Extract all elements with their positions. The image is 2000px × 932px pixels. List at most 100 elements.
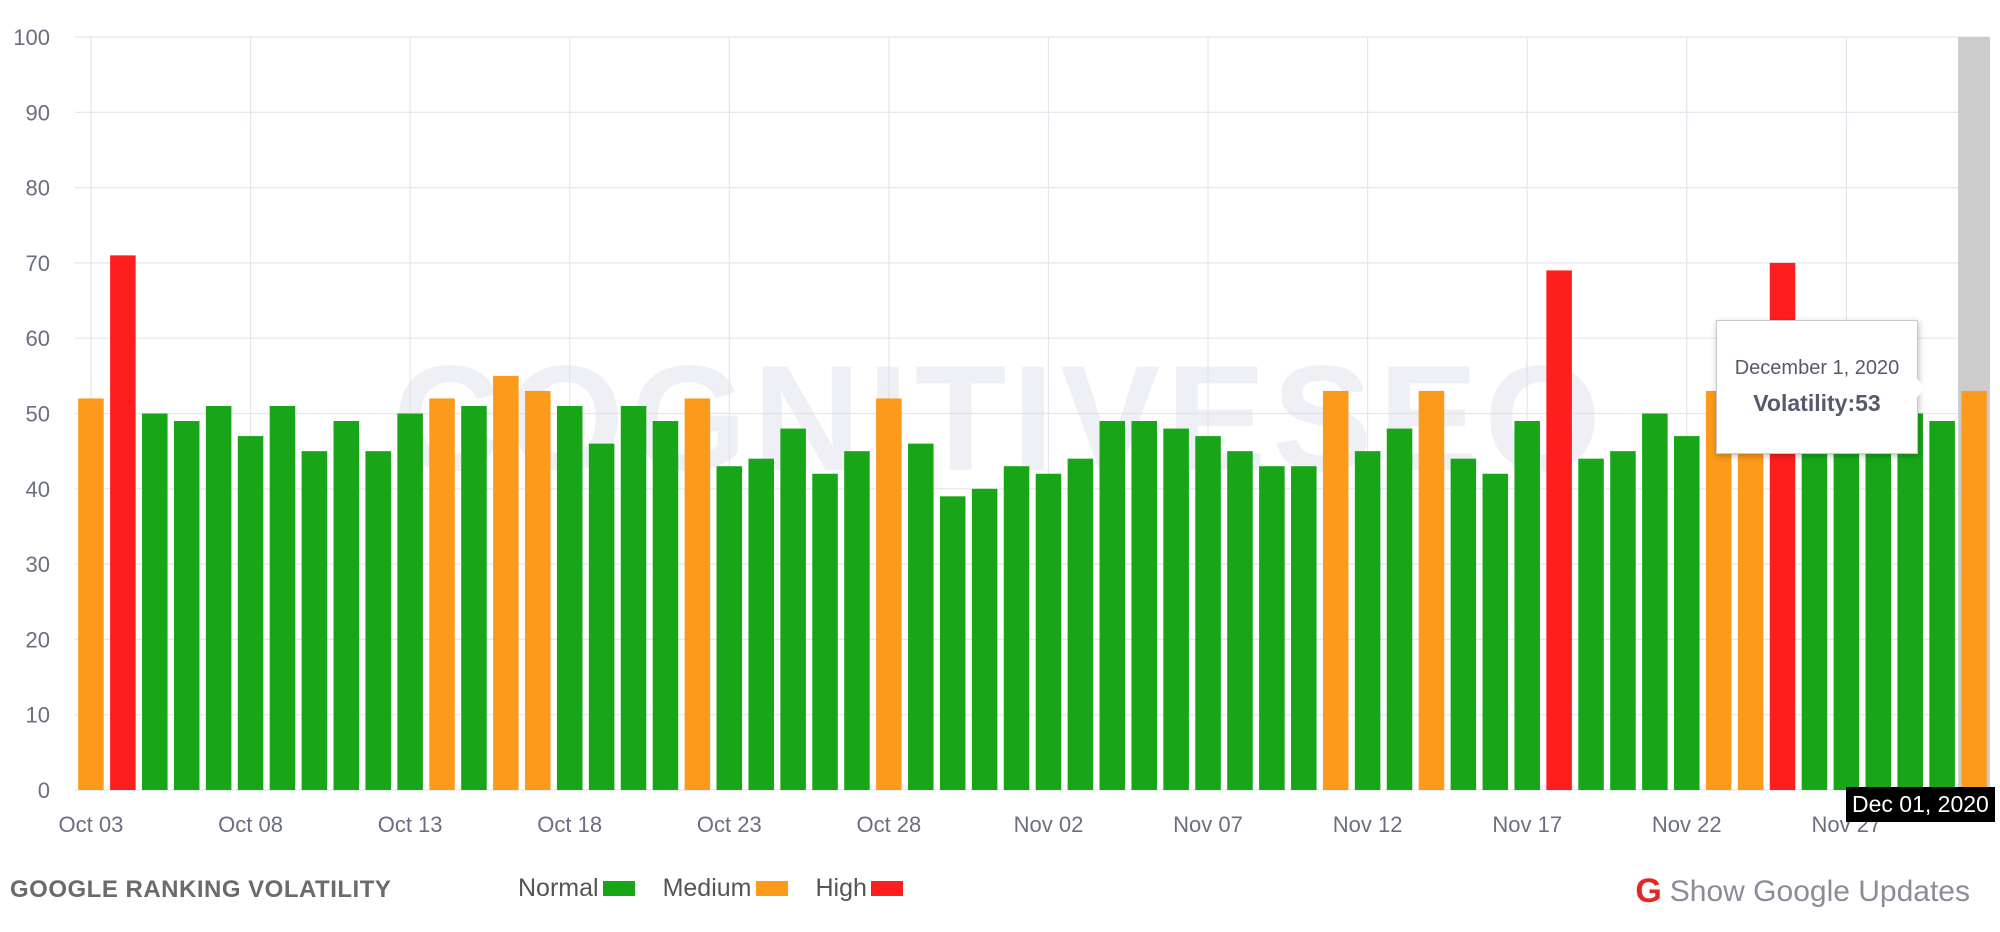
- tooltip-value: Volatility:53: [1753, 390, 1881, 416]
- y-tick-label: 20: [26, 627, 50, 652]
- y-tick-label: 60: [26, 326, 50, 351]
- bar-oct-16[interactable]: [493, 375, 519, 790]
- bar-oct-04[interactable]: [110, 255, 136, 790]
- bar-oct-18[interactable]: [556, 405, 583, 790]
- bar-nov-28[interactable]: [1865, 405, 1892, 790]
- y-tick-label: 0: [38, 778, 50, 803]
- legend-label-high: High: [815, 874, 867, 902]
- bar-oct-06[interactable]: [173, 421, 200, 790]
- x-tick-label: Oct 03: [59, 812, 124, 837]
- bar-oct-11[interactable]: [333, 421, 360, 790]
- y-tick-label: 50: [26, 402, 50, 427]
- chart-title: GOOGLE RANKING VOLATILITY: [10, 876, 392, 903]
- bar-nov-07[interactable]: [1195, 436, 1221, 790]
- legend-swatch-normal: [602, 881, 635, 896]
- y-tick-label: 70: [26, 251, 50, 276]
- bar-nov-17[interactable]: [1514, 421, 1540, 790]
- bar-oct-08[interactable]: [237, 436, 264, 790]
- bar-oct-25[interactable]: [780, 428, 806, 790]
- y-axis: 0 10 20 30 40 50 60 70 80 90 100: [13, 25, 50, 803]
- x-tick-label: Oct 23: [697, 812, 762, 837]
- y-tick-label: 100: [13, 25, 50, 50]
- bar-nov-30[interactable]: [1929, 421, 1955, 790]
- bar-series: [78, 255, 1987, 790]
- bar-nov-26[interactable]: [1801, 428, 1828, 790]
- bar-oct-07[interactable]: [205, 405, 232, 790]
- bar-oct-17[interactable]: [525, 390, 551, 790]
- bar-oct-13[interactable]: [397, 413, 423, 791]
- bar-nov-01[interactable]: [1003, 466, 1030, 790]
- legend-item-high[interactable]: High: [816, 874, 903, 903]
- bar-nov-19[interactable]: [1578, 458, 1604, 790]
- tooltip: December 1, 2020 Volatility:53: [1716, 320, 1926, 454]
- x-tick-label: Nov 12: [1333, 812, 1403, 837]
- bar-oct-21[interactable]: [652, 421, 679, 790]
- x-tick-label: Oct 13: [378, 812, 443, 837]
- bar-oct-22[interactable]: [684, 398, 711, 790]
- y-tick-label: 80: [26, 176, 50, 201]
- x-tick-label: Nov 17: [1492, 812, 1562, 837]
- x-tick-label: Nov 22: [1652, 812, 1722, 837]
- bar-oct-24[interactable]: [748, 458, 774, 790]
- bar-nov-05[interactable]: [1131, 421, 1157, 790]
- legend-swatch-high: [870, 881, 903, 896]
- tooltip-date: December 1, 2020: [1734, 357, 1900, 379]
- bar-nov-13[interactable]: [1386, 428, 1413, 790]
- x-tick-label: Oct 08: [218, 812, 283, 837]
- bar-oct-28[interactable]: [876, 398, 902, 790]
- x-axis: Oct 03 Oct 08 Oct 13 Oct 18 Oct 23 Oct 28 Nov …: [59, 812, 1882, 837]
- x-tick-label: Nov 02: [1014, 812, 1084, 837]
- bar-nov-21[interactable]: [1642, 413, 1668, 791]
- y-tick-label: 30: [26, 552, 50, 577]
- bar-nov-06[interactable]: [1163, 428, 1189, 790]
- y-tick-label: 10: [26, 703, 50, 728]
- legend-item-normal[interactable]: Normal: [518, 874, 635, 903]
- bar-oct-30[interactable]: [939, 496, 966, 790]
- bar-nov-11[interactable]: [1322, 390, 1349, 790]
- bar-nov-24[interactable]: [1737, 398, 1764, 790]
- bar-nov-08[interactable]: [1227, 451, 1253, 790]
- bar-nov-12[interactable]: [1354, 451, 1381, 790]
- y-tick-label: 90: [26, 100, 50, 125]
- bar-nov-15[interactable]: [1450, 458, 1477, 790]
- bar-oct-31[interactable]: [971, 488, 998, 790]
- bar-oct-29[interactable]: [908, 443, 934, 790]
- bar-dec-01[interactable]: [1961, 390, 1987, 790]
- bar-oct-26[interactable]: [812, 473, 838, 790]
- bar-nov-22[interactable]: [1674, 436, 1700, 790]
- bar-nov-20[interactable]: [1610, 451, 1636, 790]
- bar-nov-14[interactable]: [1418, 390, 1445, 790]
- bar-oct-03[interactable]: [78, 398, 104, 790]
- crosshair-date-label: Dec 01, 2020: [1846, 787, 1995, 822]
- bar-oct-05[interactable]: [142, 413, 168, 791]
- legend-label-normal: Normal: [518, 874, 599, 902]
- legend: Normal Medium High: [518, 874, 931, 903]
- bar-nov-09[interactable]: [1259, 466, 1285, 790]
- bar-oct-09[interactable]: [269, 405, 296, 790]
- bar-oct-23[interactable]: [716, 466, 743, 790]
- bar-oct-10[interactable]: [301, 451, 328, 790]
- chart-footer: GOOGLE RANKING VOLATILITY Normal Medium …: [0, 872, 2000, 912]
- bar-nov-29[interactable]: [1897, 413, 1923, 791]
- bar-oct-12[interactable]: [365, 451, 391, 790]
- show-google-updates-button[interactable]: G Show Google Updates: [1635, 872, 1970, 911]
- bar-nov-16[interactable]: [1482, 473, 1509, 790]
- bar-nov-04[interactable]: [1099, 421, 1126, 790]
- bar-oct-15[interactable]: [461, 405, 487, 790]
- bar-nov-18[interactable]: [1546, 270, 1572, 790]
- y-tick-label: 40: [26, 477, 50, 502]
- bar-oct-14[interactable]: [429, 398, 455, 790]
- tooltip-arrow: [1917, 379, 1926, 397]
- bar-nov-27[interactable]: [1833, 421, 1860, 790]
- bar-oct-20[interactable]: [620, 405, 647, 790]
- x-tick-label: Nov 07: [1173, 812, 1243, 837]
- legend-item-medium[interactable]: Medium: [663, 874, 788, 903]
- bar-oct-19[interactable]: [588, 443, 615, 790]
- bar-oct-27[interactable]: [844, 451, 870, 790]
- bar-nov-03[interactable]: [1067, 458, 1094, 790]
- bar-nov-10[interactable]: [1291, 466, 1317, 790]
- bar-nov-02[interactable]: [1035, 473, 1062, 790]
- show-google-updates-label: Show Google Updates: [1669, 874, 1970, 908]
- bar-nov-23[interactable]: [1705, 390, 1732, 790]
